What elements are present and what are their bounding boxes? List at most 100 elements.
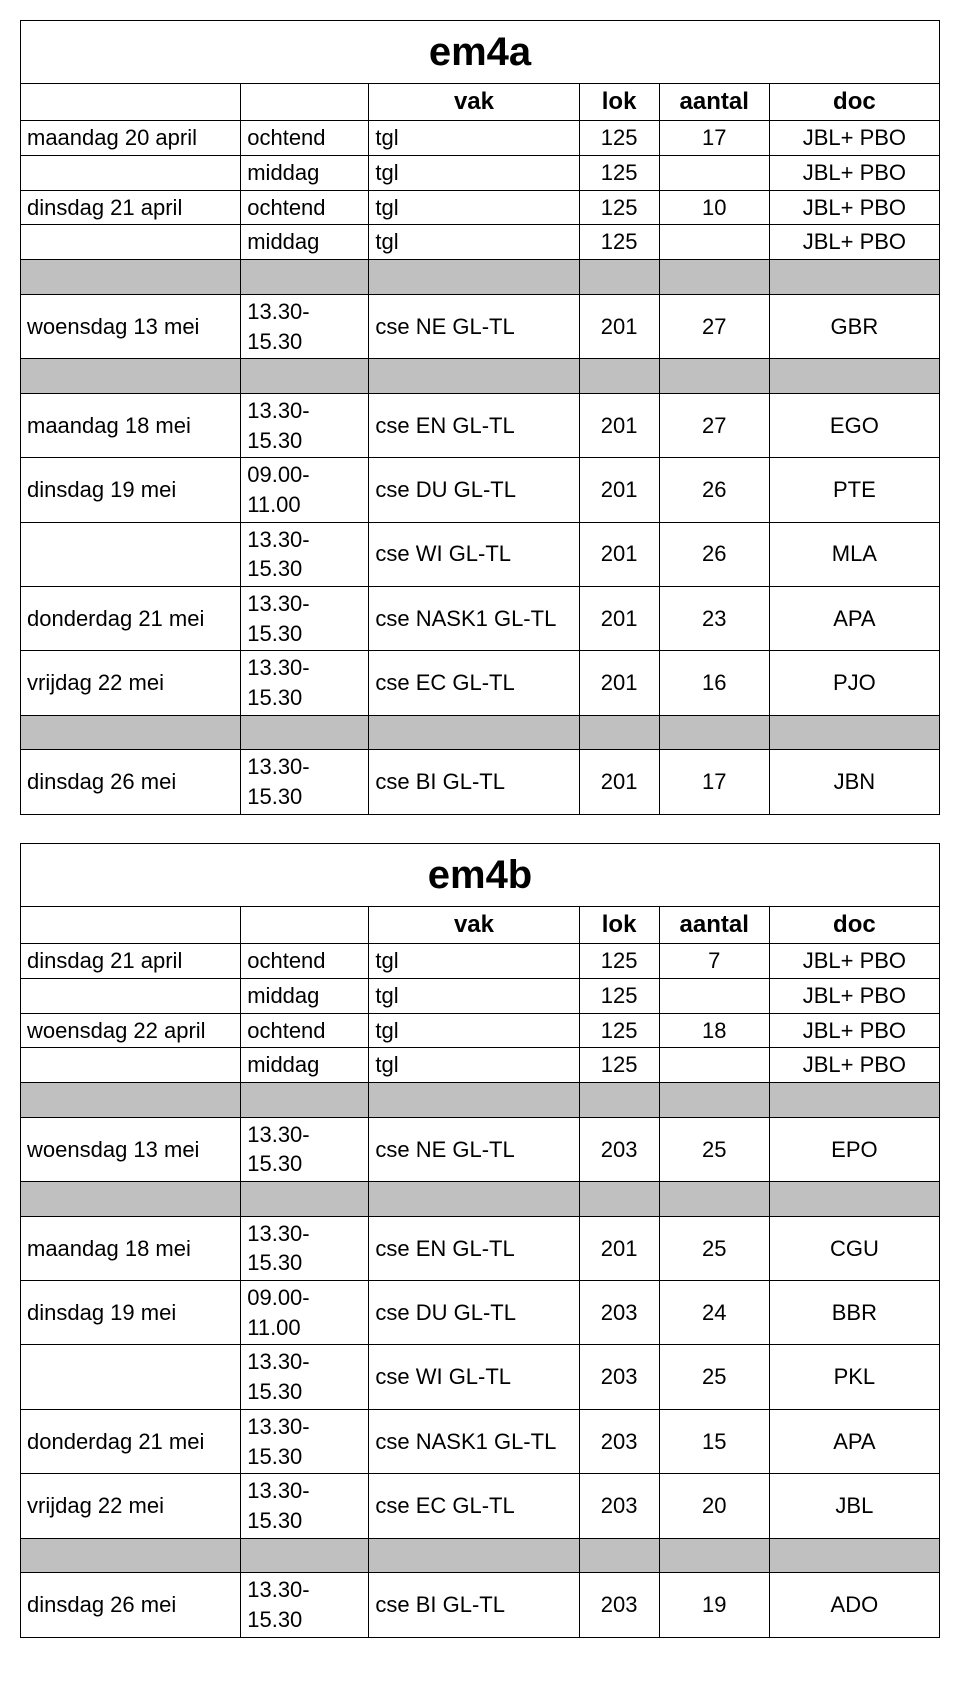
table-row: 13.30-15.30cse WI GL-TL20325PKL xyxy=(21,1345,940,1409)
cell: 09.00-11.00 xyxy=(241,458,369,522)
cell: 7 xyxy=(659,944,769,979)
cell: 17 xyxy=(659,121,769,156)
spacer-cell xyxy=(369,1182,579,1217)
cell: cse EN GL-TL xyxy=(369,393,579,457)
spacer-cell xyxy=(241,1538,369,1573)
cell xyxy=(659,156,769,191)
table-row: middagtgl125JBL+ PBO xyxy=(21,225,940,260)
cell: 13.30-15.30 xyxy=(241,522,369,586)
cell: cse DU GL-TL xyxy=(369,458,579,522)
cell: 13.30-15.30 xyxy=(241,750,369,814)
cell: JBL+ PBO xyxy=(769,1013,939,1048)
cell: 13.30-15.30 xyxy=(241,651,369,715)
spacer-cell xyxy=(369,1082,579,1117)
cell: dinsdag 21 april xyxy=(21,944,241,979)
cell: 203 xyxy=(579,1281,659,1345)
cell: 27 xyxy=(659,393,769,457)
spacer-cell xyxy=(21,1182,241,1217)
cell: 125 xyxy=(579,978,659,1013)
cell: donderdag 21 mei xyxy=(21,1409,241,1473)
cell xyxy=(21,156,241,191)
spacer-cell xyxy=(659,1082,769,1117)
cell xyxy=(21,225,241,260)
cell xyxy=(21,1345,241,1409)
cell: cse NASK1 GL-TL xyxy=(369,1409,579,1473)
cell: 201 xyxy=(579,294,659,358)
table-row: donderdag 21 mei13.30-15.30cse NASK1 GL-… xyxy=(21,1409,940,1473)
column-header: vak xyxy=(369,906,579,943)
cell: cse DU GL-TL xyxy=(369,1281,579,1345)
table-title: em4b xyxy=(21,843,940,906)
cell: MLA xyxy=(769,522,939,586)
cell xyxy=(21,522,241,586)
cell: JBN xyxy=(769,750,939,814)
cell: 125 xyxy=(579,190,659,225)
spacer-cell xyxy=(21,715,241,750)
cell: 16 xyxy=(659,651,769,715)
cell: cse WI GL-TL xyxy=(369,1345,579,1409)
spacer-cell xyxy=(21,1538,241,1573)
cell: 201 xyxy=(579,750,659,814)
cell xyxy=(659,978,769,1013)
cell: cse NASK1 GL-TL xyxy=(369,587,579,651)
cell: ochtend xyxy=(241,944,369,979)
cell: 201 xyxy=(579,1216,659,1280)
cell: middag xyxy=(241,225,369,260)
spacer-cell xyxy=(769,1182,939,1217)
spacer-cell xyxy=(769,359,939,394)
cell: dinsdag 26 mei xyxy=(21,1573,241,1637)
cell: 13.30-15.30 xyxy=(241,294,369,358)
cell: JBL xyxy=(769,1474,939,1538)
table-row xyxy=(21,260,940,295)
spacer-cell xyxy=(369,260,579,295)
column-header xyxy=(241,84,369,121)
cell: 203 xyxy=(579,1474,659,1538)
table-row xyxy=(21,1082,940,1117)
table-row: middagtgl125JBL+ PBO xyxy=(21,1048,940,1083)
spacer-cell xyxy=(241,715,369,750)
cell: cse BI GL-TL xyxy=(369,750,579,814)
cell: cse EN GL-TL xyxy=(369,1216,579,1280)
cell: PJO xyxy=(769,651,939,715)
table-row: dinsdag 21 aprilochtendtgl1257JBL+ PBO xyxy=(21,944,940,979)
cell: 203 xyxy=(579,1117,659,1181)
cell: 125 xyxy=(579,1013,659,1048)
spacer-cell xyxy=(769,1538,939,1573)
cell: 201 xyxy=(579,393,659,457)
cell xyxy=(21,1048,241,1083)
cell: 201 xyxy=(579,458,659,522)
spacer-cell xyxy=(21,260,241,295)
cell: 26 xyxy=(659,522,769,586)
table-row xyxy=(21,1182,940,1217)
spacer-cell xyxy=(369,715,579,750)
cell: 15 xyxy=(659,1409,769,1473)
column-header: aantal xyxy=(659,84,769,121)
table-row: vrijdag 22 mei13.30-15.30cse EC GL-TL201… xyxy=(21,651,940,715)
cell: maandag 18 mei xyxy=(21,1216,241,1280)
cell: 23 xyxy=(659,587,769,651)
cell: cse WI GL-TL xyxy=(369,522,579,586)
spacer-cell xyxy=(241,260,369,295)
spacer-cell xyxy=(21,359,241,394)
cell: JBL+ PBO xyxy=(769,944,939,979)
cell: PTE xyxy=(769,458,939,522)
cell: 25 xyxy=(659,1216,769,1280)
table-row xyxy=(21,1538,940,1573)
cell: woensdag 22 april xyxy=(21,1013,241,1048)
cell: tgl xyxy=(369,944,579,979)
table-row: dinsdag 26 mei13.30-15.30cse BI GL-TL201… xyxy=(21,750,940,814)
cell: 203 xyxy=(579,1345,659,1409)
column-header xyxy=(241,906,369,943)
cell: 125 xyxy=(579,225,659,260)
spacer-cell xyxy=(579,715,659,750)
spacer-cell xyxy=(659,260,769,295)
cell: JBL+ PBO xyxy=(769,190,939,225)
column-header: aantal xyxy=(659,906,769,943)
cell: JBL+ PBO xyxy=(769,121,939,156)
cell xyxy=(21,978,241,1013)
cell: 20 xyxy=(659,1474,769,1538)
column-header: doc xyxy=(769,906,939,943)
table-row: dinsdag 19 mei09.00-11.00cse DU GL-TL201… xyxy=(21,458,940,522)
spacer-cell xyxy=(369,1538,579,1573)
cell: 125 xyxy=(579,1048,659,1083)
